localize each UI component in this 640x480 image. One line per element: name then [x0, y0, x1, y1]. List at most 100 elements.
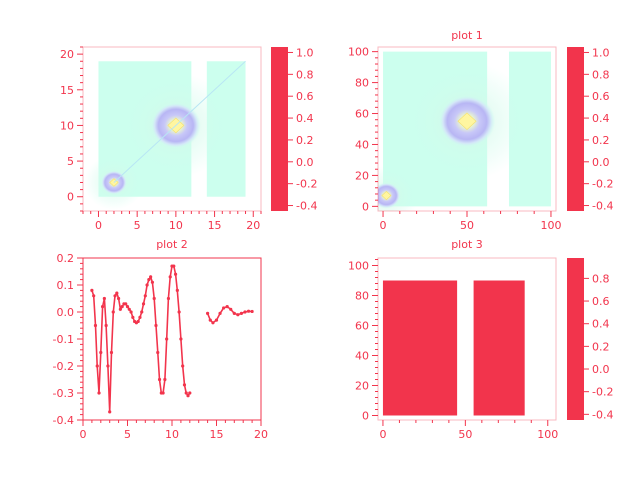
plot-3-axes-frame [377, 257, 557, 421]
top-left-x-ticks: 0 5 10 15 20 [82, 211, 262, 232]
top-left-colorbar-tick-label: 0.6 [296, 90, 314, 103]
top-left-y-tick-label: 10 [60, 119, 74, 132]
plot-2-series-0-point-12 [111, 310, 115, 314]
plot-2-series-0-point-50 [179, 337, 183, 341]
plot-3-x-tick-label: 0 [379, 428, 386, 441]
plot-1-title: plot 1 [451, 29, 483, 42]
plot-2-series-1-point-0 [206, 311, 210, 315]
plot-3-colorbar-tick-label: 0.2 [592, 340, 610, 353]
plot-1-colorbar-tick-label: 1.0 [592, 46, 610, 59]
panel-top-left: 0 5 10 15 20 0 5 10 15 20 1.0 0.8 0.6 0.4 0.2 0.0 -0.2… [60, 46, 317, 232]
plot-2-series-0-point-52 [182, 383, 187, 387]
plot-3-title: plot 3 [451, 238, 483, 251]
plot-3-y-tick-label: 0 [362, 410, 369, 423]
plot-3-region-0 [382, 280, 458, 416]
top-left-x-tick-label: 20 [246, 219, 260, 232]
plot-2-series-0-point-40 [161, 391, 165, 395]
plot-3-colorbar-tick-label: 0.0 [592, 363, 610, 376]
top-left-y-tick-label: 0 [67, 191, 74, 204]
plot-2-series-1-point-8 [232, 311, 236, 315]
plot-2-series-0-point-4 [97, 391, 101, 395]
plot-1-peak-0 [402, 61, 532, 181]
top-left-y-ticks: 0 5 10 15 20 [60, 46, 83, 212]
plot-2-series-0-point-21 [127, 307, 131, 311]
plot-2-series-1-point-2 [211, 321, 215, 325]
plot-3-colorbar-bar [567, 258, 584, 420]
plot-2-series-0-point-27 [138, 315, 142, 319]
plot-3-colorbar-tick-label: 0.6 [592, 295, 610, 308]
plot-2-y-tick-label: 0.2 [57, 252, 75, 265]
plot-2-series-0-point-20 [125, 305, 130, 309]
plot-2-y-tick-label: -0.1 [53, 333, 74, 346]
plot-2-series-1-point-13 [250, 309, 254, 314]
plot-3-region-1 [473, 280, 525, 416]
plot-3-colorbar-tick-label: 0.4 [592, 318, 610, 331]
plot-1-y-tick-label: 20 [355, 169, 369, 182]
plot-2-y-ticks: 0.2 0.1 0.0 -0.1 -0.2 -0.3 -0.4 [53, 252, 83, 427]
top-left-x-tick-label: 5 [134, 219, 141, 232]
plot-2-x-tick-label: 5 [124, 428, 131, 441]
plot-2-y-tick-label: -0.2 [53, 360, 74, 373]
plot-3-y-ticks: 0 20 40 60 80 100 [348, 259, 378, 423]
top-left-y-tick-label: 15 [60, 84, 74, 97]
plot-2-series-0-point-17 [120, 305, 124, 309]
plot-3-y-tick-label: 60 [355, 320, 369, 333]
plot-1-x-tick-label: 100 [540, 219, 561, 232]
plot-3-colorbar-tick-label: -0.4 [592, 408, 613, 421]
plot-3-y-tick-label: 100 [348, 260, 369, 273]
plot-2-series-0-point-1 [92, 294, 96, 298]
plot-1-colorbar: 1.0 0.8 0.6 0.4 0.2 0.0 -0.2 -0.4 [567, 46, 613, 213]
plot-2-series-1-point-12 [246, 309, 251, 313]
plot-2-series-0-point-35 [152, 296, 156, 301]
plot-2-series-0-point-19 [124, 302, 128, 306]
plot-2-series-1-point-4 [218, 311, 222, 315]
plot-2-series-0-point-38 [157, 377, 162, 382]
plot-3-y-tick-label: 20 [355, 380, 369, 393]
plot-1-colorbar-tick-label: 0.4 [592, 112, 610, 125]
plot-2-y-tick-label: -0.4 [53, 414, 74, 427]
plot-1-y-tick-label: 60 [355, 108, 369, 121]
plot-2-series-0-point-51 [181, 364, 185, 368]
plot-2-series-0-line [91, 265, 191, 412]
plot-2-series-0-point-33 [149, 275, 153, 279]
top-left-axes-frame [82, 46, 262, 212]
plot-2-series-1-point-1 [208, 318, 212, 322]
plot-2-series-1-point-9 [236, 313, 240, 317]
panel-plot-1: plot 1 0 50 100 0 20 40 60 80 100 1.0 0.8 0.6 0.4 0… [348, 29, 613, 232]
top-left-colorbar-bar [271, 47, 288, 211]
plot-2-series-0-point-29 [141, 302, 146, 306]
plot-3-x-tick-label: 100 [537, 428, 558, 441]
plot-2-plot-area [90, 264, 254, 414]
plot-2-series-0-point-43 [166, 296, 171, 301]
plot-2-series-0-point-3 [95, 364, 99, 368]
plot-2-series-1-point-7 [229, 307, 233, 311]
top-left-colorbar-tick-label: -0.2 [296, 178, 317, 191]
plot-2-series-0-point-2 [93, 323, 98, 328]
top-left-x-tick-label: 10 [169, 219, 183, 232]
plot-1-colorbar-tick-label: 0.8 [592, 68, 610, 81]
plot-2-series-0-point-42 [165, 337, 169, 341]
plot-1-x-tick-label: 0 [380, 219, 387, 232]
plot-1-colorbar-bar [567, 47, 584, 211]
plot-2-series-1-point-10 [239, 311, 244, 315]
plot-1-y-tick-label: 100 [348, 46, 369, 59]
top-left-y-tick-label: 5 [67, 155, 74, 168]
plot-2-series-0-point-36 [154, 323, 158, 328]
top-left-diagonal [113, 60, 246, 183]
plot-2-series-1-point-3 [214, 318, 219, 322]
top-left-x-tick-label: 15 [208, 219, 222, 232]
top-left-colorbar-tick-label: 0.4 [296, 112, 314, 125]
plot-2-series-1-point-5 [222, 306, 226, 310]
plot-2-x-tick-label: 15 [210, 428, 224, 441]
plot-2-series-0-point-44 [168, 275, 172, 279]
plot-2-y-tick-label: -0.3 [53, 387, 74, 400]
plot-1-plot-area [378, 51, 551, 211]
plot-2-x-ticks: 0 5 10 15 20 [80, 420, 268, 441]
plot-2-series-0-point-11 [109, 350, 114, 355]
plot-2-series-0-point-0 [90, 288, 94, 292]
top-left-colorbar-tick-label: 0.0 [296, 156, 314, 169]
plot-1-x-tick-label: 50 [460, 219, 474, 232]
plot-2-series-0-point-55 [188, 391, 192, 395]
plot-2-title: plot 2 [156, 238, 188, 251]
plot-3-y-tick-label: 40 [355, 350, 369, 363]
